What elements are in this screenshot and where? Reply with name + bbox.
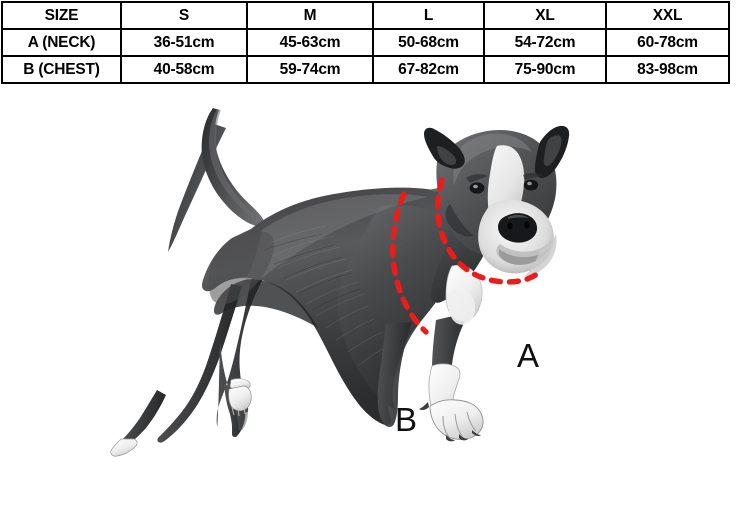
- column-header-m: M: [246, 1, 374, 30]
- size-chart-table-container: SIZE S M L XL XXL A (NECK) 36-51cm 45-63…: [1, 1, 730, 84]
- size-chart-table: SIZE S M L XL XXL A (NECK) 36-51cm 45-63…: [1, 1, 730, 84]
- column-header-xl: XL: [483, 1, 607, 30]
- cell-neck-m: 45-63cm: [246, 28, 374, 57]
- cell-neck-s: 36-51cm: [120, 28, 248, 57]
- cell-chest-m: 59-74cm: [246, 55, 374, 84]
- dog-left-eye: [469, 182, 485, 194]
- dog-nose: [498, 213, 538, 243]
- dog-tail: [168, 108, 265, 252]
- measurement-label-b: B: [395, 401, 418, 438]
- dog-body: [202, 187, 476, 426]
- dog-front-leg-near: [419, 312, 484, 442]
- cell-neck-xl: 54-72cm: [483, 28, 607, 57]
- column-header-xxl: XXL: [605, 1, 730, 30]
- dog-front-leg-far: [377, 322, 412, 427]
- row-label-neck: A (NECK): [1, 28, 122, 57]
- cell-chest-xl: 75-90cm: [483, 55, 607, 84]
- dog-hind-leg-near: [216, 274, 266, 438]
- column-header-l: L: [372, 1, 485, 30]
- table-row: B (CHEST) 40-58cm 59-74cm 67-82cm 75-90c…: [1, 55, 730, 84]
- chest-measure-line-b: [390, 191, 429, 335]
- dog-head: [424, 125, 570, 325]
- column-header-size: SIZE: [1, 1, 122, 30]
- table-row: A (NECK) 36-51cm 45-63cm 50-68cm 54-72cm…: [1, 28, 730, 57]
- cell-chest-xxl: 83-98cm: [605, 55, 730, 84]
- cell-neck-xxl: 60-78cm: [605, 28, 730, 57]
- table-header-row: SIZE S M L XL XXL: [1, 1, 730, 30]
- dog-measurement-diagram: A B: [0, 84, 750, 519]
- cell-chest-l: 67-82cm: [372, 55, 485, 84]
- measurement-lines: [390, 177, 540, 335]
- dog-illustration: [110, 108, 570, 457]
- dog-hind-leg-far: [110, 284, 242, 457]
- row-label-chest: B (CHEST): [1, 55, 122, 84]
- column-header-s: S: [120, 1, 248, 30]
- cell-neck-l: 50-68cm: [372, 28, 485, 57]
- dog-right-eye: [523, 179, 539, 191]
- cell-chest-s: 40-58cm: [120, 55, 248, 84]
- measurement-label-a: A: [517, 337, 540, 374]
